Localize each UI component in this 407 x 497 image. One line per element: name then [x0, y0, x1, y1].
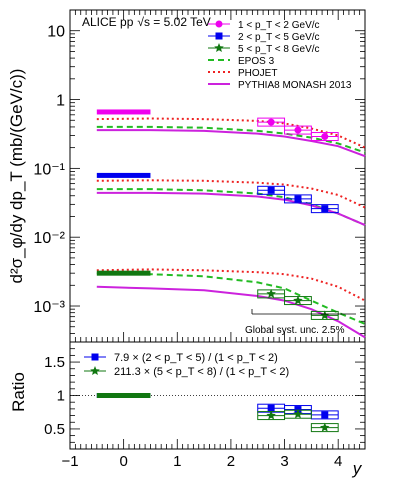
legend-label: 1 < p_T < 2 GeV/c: [238, 20, 320, 31]
svg-text:d²σ_φ/dy dp_T (mb/(GeV/c)): d²σ_φ/dy dp_T (mb/(GeV/c)): [7, 69, 26, 284]
marker-star: [293, 409, 303, 419]
y-tick-label: 0.5: [44, 421, 65, 438]
legend-label: 2 < p_T < 5 GeV/c: [238, 32, 320, 43]
svg-text:Ratio: Ratio: [9, 372, 28, 412]
x-tick-label: 4: [334, 453, 342, 470]
marker-star: [266, 288, 276, 298]
ratio-points: [96, 393, 339, 433]
global-syst-annotation: Global syst. unc. 2.5%: [245, 309, 356, 336]
marker-star: [266, 410, 276, 420]
x-tick-label: 2: [227, 453, 235, 470]
marker-circle: [215, 20, 223, 28]
model-curve: [96, 272, 366, 325]
legend-label: EPOS 3: [238, 56, 275, 67]
legend-label: 7.9 × (2 < p_T < 5) / (1 < p_T < 2): [114, 352, 278, 364]
marker-star: [214, 43, 224, 52]
legend-label: 211.3 × (5 < p_T < 8) / (1 < p_T < 2): [114, 366, 289, 378]
bottom-y-axis-label: Ratio: [9, 372, 28, 412]
y-tick-label: 10⁻³: [33, 299, 65, 316]
legend: 1 < p_T < 2 GeV/c2 < p_T < 5 GeV/c5 < p_…: [208, 20, 352, 91]
global-syst-label: Global syst. unc. 2.5%: [245, 325, 345, 336]
midrapidity-band: [96, 172, 151, 178]
legend-label: PYTHIA8 MONASH 2013: [238, 80, 352, 91]
marker-square: [294, 195, 302, 203]
legend-label: 5 < p_T < 8 GeV/c: [238, 44, 320, 55]
midrapidity-band: [96, 109, 151, 115]
x-axis-label: y: [352, 459, 363, 478]
experiment-label: ALICE pp √s = 5.02 TeV: [82, 15, 211, 29]
ratio-legend: 7.9 × (2 < p_T < 5) / (1 < p_T < 2) 211.3…: [84, 352, 289, 378]
top-axis-ticks: [69, 9, 366, 343]
legend-label: PHOJET: [238, 68, 277, 79]
model-curve: [96, 125, 366, 154]
marker-square: [321, 205, 329, 213]
model-curve: [96, 129, 366, 158]
x-tick-label: 1: [173, 453, 181, 470]
ratio-band: [96, 393, 151, 398]
top-y-tick-labels: 10⁻³ 10⁻² 10⁻¹ 1 10: [33, 24, 65, 316]
spectra-panel: 10⁻³ 10⁻² 10⁻¹ 1 10 ALICE pp √s = 5.02 TeV d²…: [7, 9, 366, 343]
marker-circle: [267, 118, 275, 126]
marker-square: [215, 32, 223, 40]
y-tick-label: 1: [56, 93, 65, 110]
y-tick-label: 10: [47, 24, 65, 41]
data-points: [96, 109, 339, 320]
x-tick-label: 0: [119, 453, 127, 470]
y-tick-label: 10⁻²: [33, 230, 65, 247]
marker-circle: [321, 133, 329, 141]
marker-star: [320, 310, 330, 320]
x-tick-label: −1: [61, 453, 78, 470]
midrapidity-band: [96, 270, 151, 276]
y-tick-label: 1.5: [44, 354, 65, 371]
marker-star: [90, 366, 100, 375]
ratio-panel: 0.5 1 1.5 −1 0 1 2 3 4 7.9 × (2 < p_T < 5) / (1…: [9, 341, 366, 478]
bottom-axis-ticks: [69, 348, 366, 449]
x-tick-label: 3: [280, 453, 288, 470]
marker-star: [320, 422, 330, 432]
marker-square: [321, 411, 329, 419]
marker-square: [91, 353, 99, 361]
marker-square: [267, 404, 275, 412]
x-tick-labels: −1 0 1 2 3 4: [61, 453, 342, 470]
marker-circle: [294, 126, 302, 134]
model-curve: [96, 188, 366, 227]
bottom-y-tick-labels: 0.5 1 1.5: [44, 354, 65, 438]
y-tick-label: 1: [57, 388, 65, 405]
marker-square: [267, 186, 275, 194]
top-y-axis-label: d²σ_φ/dy dp_T (mb/(GeV/c)): [7, 69, 26, 284]
marker-star: [293, 295, 303, 305]
y-tick-label: 10⁻¹: [33, 161, 65, 178]
